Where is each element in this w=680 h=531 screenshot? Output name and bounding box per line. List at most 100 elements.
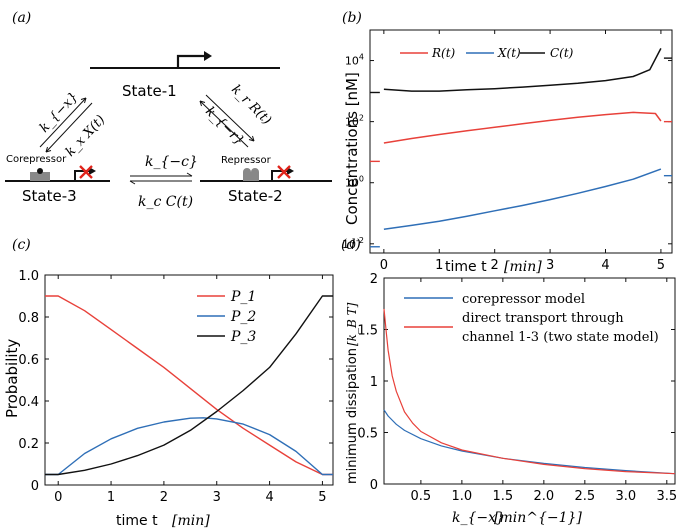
x-tick-label: 4 xyxy=(601,258,609,273)
y-tick-label: 1.5 xyxy=(357,324,378,339)
series-line-0 xyxy=(45,295,333,476)
panel-d-axes-frame xyxy=(383,277,676,485)
y-tick-label: 0 xyxy=(370,478,378,493)
x-tick-label: 1 xyxy=(435,258,443,273)
panel-b-label: (b) xyxy=(342,10,362,26)
arrows-1-3 xyxy=(39,97,93,153)
rate-kcC: k_c C(t) xyxy=(138,194,193,210)
y-tick-label: 102 xyxy=(345,114,364,129)
x-tick-label: 2 xyxy=(491,258,499,273)
series-line-1 xyxy=(383,168,662,230)
panel-d-label: (d) xyxy=(341,237,361,253)
legend-label-direct-1: direct transport through xyxy=(462,311,624,326)
panel-c-xlabel-unit: [min] xyxy=(172,513,210,529)
arrows-1-2 xyxy=(199,94,255,148)
x-tick-label: 1 xyxy=(107,490,115,505)
legend-label-P1: P_1 xyxy=(230,289,256,305)
x-tick-label: 0 xyxy=(380,258,388,273)
corepressor-shape xyxy=(30,172,50,181)
y-tick-exp: 2 xyxy=(359,114,364,123)
y-tick-label: 1 xyxy=(370,375,378,390)
panel-d-series xyxy=(383,308,676,475)
x-tick-label: 3.5 xyxy=(656,489,677,504)
rate-kmr: k_{−r} xyxy=(202,104,247,149)
series-line-0 xyxy=(383,409,676,475)
x-tick-label: 3 xyxy=(546,258,554,273)
panel-c-ticks: 0 1 2 3 4 5 0 0.2 0.4 0.6 0.8 1.0 xyxy=(18,269,333,505)
legend-label-R: R(t) xyxy=(431,46,456,60)
x-tick-label: 0.5 xyxy=(411,489,432,504)
repressor-shape xyxy=(243,168,259,181)
y-tick-exp: 4 xyxy=(359,53,364,62)
state3-block-icon xyxy=(79,165,93,179)
y-tick-label: 10-2 xyxy=(342,236,364,251)
x-tick-label: 4 xyxy=(265,490,273,505)
series-line-1 xyxy=(45,417,333,476)
legend-label-corepressor: corepressor model xyxy=(462,292,585,307)
x-tick-label: 5 xyxy=(657,258,665,273)
y-tick-label: 1.0 xyxy=(18,269,39,284)
corepressor-dot xyxy=(37,168,43,174)
arrows-3-2 xyxy=(129,172,193,185)
y-tick-exp: 0 xyxy=(359,175,364,184)
y-tick-base: 10 xyxy=(345,116,359,129)
series-line-2 xyxy=(45,295,333,476)
panel-d-ticks: 0.5 1.0 1.5 2.0 2.5 3.0 3.5 0 0.5 1 1.5 2 xyxy=(357,272,677,504)
panel-d-ylabel-unit: [k_B T] xyxy=(345,302,359,346)
state2-label: State-2 xyxy=(228,187,283,205)
repressor-label: Repressor xyxy=(221,155,272,166)
corepressor-label: Corepressor xyxy=(6,154,67,165)
rate-kmc: k_{−c} xyxy=(145,154,198,170)
panel-c-series xyxy=(45,295,333,476)
panel-c-label: (c) xyxy=(12,237,31,253)
panel-d-ylabel: minimum dissipation xyxy=(345,348,360,484)
legend-label-P3: P_3 xyxy=(230,329,256,345)
x-tick-label: 1.0 xyxy=(452,489,473,504)
panel-c: (c) 0 1 2 3 4 5 0 0.2 0.4 0.6 0.8 1.0 Probability t… xyxy=(3,237,334,529)
legend-label-C: C(t) xyxy=(550,46,574,60)
state1-arrowhead xyxy=(204,51,212,61)
panel-a: (a) State-1 Corepressor State-3 Represso… xyxy=(5,10,332,210)
state3-arrowhead xyxy=(89,167,96,175)
panel-c-ylabel: Probability xyxy=(3,339,21,418)
state2-block-icon xyxy=(277,165,291,179)
x-tick-label: 2.5 xyxy=(574,489,595,504)
state1-promoter-arrow xyxy=(176,54,204,68)
y-tick-base: 10 xyxy=(342,238,356,251)
x-tick-label: 3 xyxy=(213,490,221,505)
y-tick-exp: -2 xyxy=(356,236,364,245)
panel-b-ylabel: Conсentrations [nM] xyxy=(343,72,361,225)
panel-d-xlabel-unit: [min^{−1}] xyxy=(494,510,582,526)
x-tick-label: 1.5 xyxy=(493,489,514,504)
y-tick-base: 10 xyxy=(345,177,359,190)
panel-d-legend: corepressor model direct transport throu… xyxy=(404,292,659,345)
state2-arrowhead xyxy=(287,167,294,175)
x-tick-label: 0 xyxy=(54,490,62,505)
y-tick-label: 0.6 xyxy=(18,353,39,368)
legend-label-X: X(t) xyxy=(497,46,521,60)
y-tick-label: 0.5 xyxy=(357,427,378,442)
y-tick-label: 0.8 xyxy=(18,311,39,326)
panel-a-label: (a) xyxy=(12,10,31,26)
panel-c-axes-frame xyxy=(44,274,334,486)
y-tick-label: 2 xyxy=(370,272,378,287)
state3-label: State-3 xyxy=(22,187,77,205)
panel-b-legend: R(t) X(t) C(t) xyxy=(400,46,574,60)
rate-krR: k_r R(t) xyxy=(228,82,274,128)
y-tick-label: 104 xyxy=(345,53,364,68)
series-line-1 xyxy=(383,308,676,475)
y-tick-label: 0.4 xyxy=(18,395,39,410)
panel-b-axes-frame xyxy=(369,29,673,254)
state1-label: State-1 xyxy=(122,82,177,100)
rate-kxX: k_x X(t) xyxy=(63,113,108,160)
panel-b-xlabel-unit: [min] xyxy=(504,259,542,275)
x-tick-label: 2.0 xyxy=(534,489,555,504)
y-tick-label: 0 xyxy=(31,479,39,494)
y-tick-base: 10 xyxy=(345,55,359,68)
series-line-2 xyxy=(383,48,662,92)
y-tick-label: 100 xyxy=(345,175,364,190)
series-line-0 xyxy=(383,111,662,144)
